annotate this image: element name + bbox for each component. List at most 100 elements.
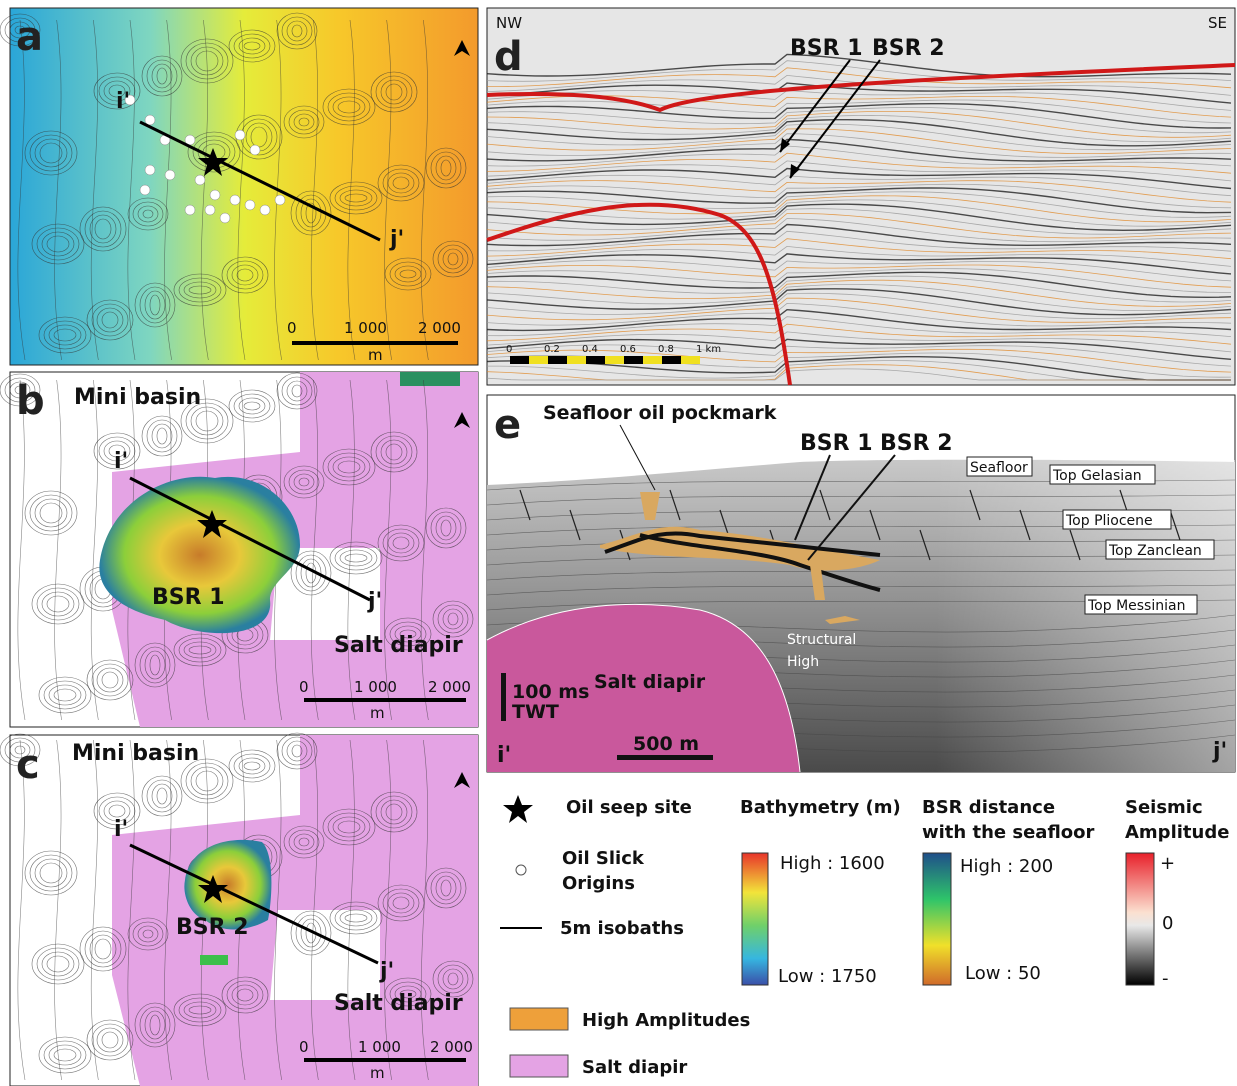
- shape: [380, 79, 408, 105]
- shape: [486, 199, 1232, 227]
- shape: [291, 24, 303, 38]
- shape: [334, 185, 378, 211]
- shape: [425, 507, 467, 549]
- shape: [93, 72, 141, 110]
- shape: [129, 843, 379, 965]
- shape: [741, 852, 769, 986]
- shape: [90, 379, 99, 721]
- label: Top Pliocene: [1065, 513, 1153, 529]
- shape: [486, 275, 1232, 303]
- shape: [93, 432, 141, 470]
- shape: [129, 476, 371, 602]
- shape: [43, 1040, 87, 1070]
- label: BSR 2: [176, 915, 249, 940]
- shape: [127, 917, 169, 951]
- shape: [486, 145, 1232, 167]
- shape: [180, 398, 234, 444]
- shape: [389, 981, 427, 1007]
- shape: [187, 131, 241, 173]
- shape: [103, 80, 131, 102]
- shape: [293, 833, 315, 851]
- shape: [375, 795, 413, 829]
- shape: [486, 123, 1232, 151]
- shape: [486, 90, 1232, 111]
- shape: [382, 168, 420, 198]
- shape: [139, 120, 381, 242]
- label: TWT: [512, 701, 559, 723]
- shape: [789, 59, 881, 179]
- shape: [454, 412, 470, 428]
- label: c: [16, 742, 40, 788]
- shape: [332, 456, 366, 478]
- shape: [173, 273, 227, 307]
- label: Oil Slick: [562, 848, 645, 869]
- shape: [486, 7, 1236, 386]
- shape: [435, 875, 457, 901]
- shape: [382, 888, 420, 918]
- shape: [486, 107, 1232, 134]
- shape: [298, 837, 310, 847]
- shape: [39, 502, 63, 524]
- shape: [274, 739, 282, 1081]
- shape: [486, 202, 792, 386]
- group: e Seafloor oil pockmark BSR 1 BSR 2 Seaf…: [486, 394, 1236, 773]
- shape: [1084, 594, 1198, 615]
- shape: [295, 914, 327, 952]
- shape: [486, 344, 1232, 367]
- shape: [486, 245, 1232, 267]
- shape: [151, 783, 173, 809]
- label: i': [497, 743, 511, 768]
- shape: [509, 1054, 569, 1078]
- label: j': [367, 589, 382, 614]
- shape: [291, 384, 303, 398]
- shape: [38, 316, 92, 354]
- shape: [164, 739, 172, 1081]
- shape: [101, 311, 119, 329]
- shape: [1105, 539, 1215, 560]
- shape: [300, 558, 322, 588]
- label: b: [16, 378, 45, 424]
- shape: [190, 766, 224, 796]
- shape: [139, 184, 151, 196]
- shape: [29, 854, 73, 892]
- label: 0.4: [582, 344, 598, 355]
- label: BSR 1: [790, 36, 863, 61]
- shape: [238, 37, 266, 55]
- shape: [173, 633, 227, 667]
- shape: [370, 71, 418, 113]
- shape: [185, 42, 229, 80]
- label: Salt diapir: [334, 633, 463, 658]
- label: +: [1160, 853, 1175, 874]
- shape: [486, 187, 1232, 214]
- shape: [144, 114, 156, 126]
- shape: [89, 934, 117, 964]
- shape: [14, 385, 26, 395]
- shape: [229, 194, 241, 206]
- shape: [90, 739, 99, 1081]
- shape: [146, 419, 178, 453]
- shape: [779, 59, 851, 153]
- shape: [807, 454, 896, 561]
- shape: [243, 41, 261, 51]
- shape: [142, 929, 154, 939]
- shape: [234, 129, 246, 141]
- shape: [270, 910, 380, 1000]
- shape: [347, 739, 356, 1081]
- shape: [144, 1010, 166, 1040]
- shape: [486, 279, 1232, 307]
- shape: [486, 138, 1232, 162]
- label: BSR 1: [800, 431, 873, 456]
- label: Low : 50: [965, 963, 1041, 984]
- shape: [137, 925, 159, 943]
- shape: [310, 739, 319, 1081]
- shape: [36, 587, 80, 621]
- shape: [4, 377, 36, 403]
- shape: [24, 490, 78, 536]
- shape: [270, 548, 380, 640]
- shape: [486, 103, 1232, 129]
- shape: [334, 905, 378, 931]
- shape: [435, 155, 457, 181]
- shape: [96, 667, 124, 693]
- shape: [600, 526, 880, 571]
- shape: [486, 271, 1232, 299]
